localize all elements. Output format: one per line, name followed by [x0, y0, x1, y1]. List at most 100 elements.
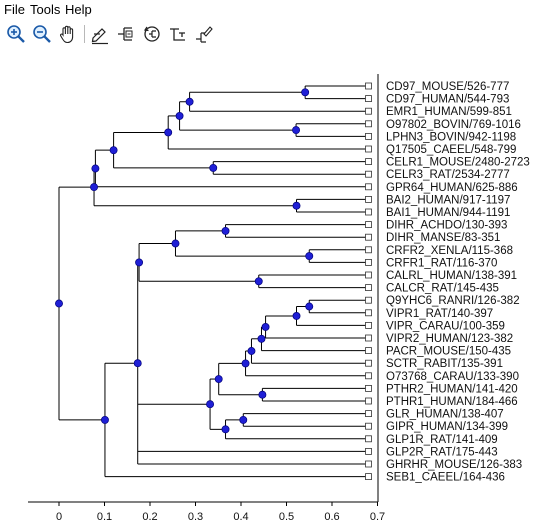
leaf-marker[interactable] [365, 460, 372, 468]
tree-node[interactable] [101, 415, 109, 424]
pan-hand-icon[interactable] [57, 23, 79, 45]
leaf-marker[interactable] [365, 221, 372, 229]
leaf-label[interactable]: BAI1_HUMAN/944-1191 [386, 207, 510, 219]
leaf-marker[interactable] [365, 397, 372, 405]
tree-view[interactable]: CD97_MOUSE/526-777 CD97_HUMAN/544-793 EMR1… [0, 48, 560, 529]
tree-node[interactable] [292, 126, 301, 135]
leaf-marker[interactable] [365, 309, 372, 317]
leaf-marker[interactable] [365, 95, 372, 102]
tree-node[interactable] [171, 239, 180, 248]
leaf-label[interactable]: CALCR_RAT/145-435 [386, 283, 499, 295]
highlight-branch-icon[interactable] [193, 23, 215, 45]
tree-node[interactable] [305, 302, 314, 311]
tree-node[interactable] [261, 323, 270, 331]
leaf-label[interactable]: DIHR_MANSE/83-351 [386, 232, 500, 244]
tree-node[interactable] [221, 425, 230, 434]
tree-node[interactable] [241, 359, 250, 368]
tree-node[interactable] [90, 183, 98, 192]
leaf-marker[interactable] [365, 422, 372, 430]
tree-node[interactable] [206, 400, 215, 409]
tree-node[interactable] [55, 299, 63, 308]
leaf-marker[interactable] [365, 271, 372, 279]
leaf-label[interactable]: GHRHR_MOUSE/126-383 [386, 459, 522, 471]
leaf-marker[interactable] [365, 296, 372, 304]
leaf-marker[interactable] [365, 258, 372, 266]
leaf-label[interactable]: BAI2_HUMAN/917-1197 [386, 194, 510, 206]
leaf-label[interactable]: PTHR1_HUMAN/184-466 [386, 396, 518, 408]
tree-node[interactable] [258, 390, 267, 399]
leaf-label[interactable]: SCTR_RABIT/135-391 [386, 358, 503, 370]
leaf-marker[interactable] [365, 107, 372, 115]
dendrogram[interactable]: CD97_MOUSE/526-777CD97_HUMAN/544-793EMR1… [0, 48, 560, 529]
leaf-marker[interactable] [365, 435, 372, 443]
leaf-marker[interactable] [365, 120, 372, 128]
leaf-marker[interactable] [365, 384, 372, 392]
leaf-label[interactable]: CRFR2_XENLA/115-368 [386, 245, 513, 257]
tree-node[interactable] [175, 111, 184, 120]
leaf-marker[interactable] [365, 145, 372, 153]
leaf-marker[interactable] [365, 158, 372, 165]
leaf-marker[interactable] [365, 473, 372, 481]
leaf-label[interactable]: GLR_HUMAN/138-407 [386, 409, 504, 421]
leaf-label[interactable]: VIPR_CARAU/100-359 [386, 320, 505, 332]
menu-tools[interactable]: Tools [30, 2, 61, 17]
tree-node[interactable] [254, 277, 263, 286]
edit-label-icon[interactable] [89, 23, 111, 45]
leaf-marker[interactable] [365, 133, 372, 140]
leaf-marker[interactable] [365, 321, 372, 329]
tree-node[interactable] [164, 128, 173, 137]
tree-node[interactable] [292, 312, 301, 320]
leaf-label[interactable]: EMR1_HUMAN/599-851 [386, 106, 512, 118]
leaf-marker[interactable] [365, 334, 372, 342]
leaf-label[interactable]: SEB1_CAEEL/164-436 [386, 472, 505, 484]
tree-node[interactable] [135, 258, 144, 267]
leaf-marker[interactable] [365, 284, 372, 292]
tree-node[interactable] [305, 252, 314, 261]
tree-node[interactable] [292, 201, 301, 210]
tree-node[interactable] [257, 334, 266, 343]
leaf-label[interactable]: CRFR1_RAT/116-370 [386, 257, 497, 269]
leaf-label[interactable]: GLP1R_RAT/141-409 [386, 434, 498, 446]
leaf-marker[interactable] [365, 82, 372, 90]
leaf-marker[interactable] [365, 359, 372, 367]
leaf-label[interactable]: CELR3_RAT/2534-2777 [386, 169, 510, 181]
tree-node[interactable] [214, 375, 223, 383]
leaf-marker[interactable] [365, 208, 372, 216]
collapse-branch-icon[interactable] [115, 23, 137, 45]
leaf-label[interactable]: GIPR_HUMAN/134-399 [386, 421, 508, 433]
leaf-label[interactable]: Q9YHC6_RANRI/126-382 [386, 295, 520, 307]
leaf-marker[interactable] [365, 447, 372, 455]
tree-node[interactable] [247, 347, 256, 355]
tree-node[interactable] [221, 226, 230, 235]
leaf-label[interactable]: LPHN3_BOVIN/942-1198 [386, 131, 516, 143]
leaf-marker[interactable] [365, 410, 372, 418]
leaf-label[interactable]: CELR1_MOUSE/2480-2723 [386, 157, 530, 169]
leaf-label[interactable]: CD97_MOUSE/526-777 [386, 81, 509, 93]
leaf-marker[interactable] [365, 347, 372, 355]
leaf-label[interactable]: DIHR_ACHDO/130-393 [386, 220, 507, 232]
tree-node[interactable] [91, 164, 100, 173]
zoom-in-icon[interactable] [5, 23, 27, 45]
leaf-label[interactable]: GLP2R_RAT/175-443 [386, 446, 498, 458]
leaf-marker[interactable] [365, 195, 372, 203]
leaf-label[interactable]: CALRL_HUMAN/138-391 [386, 270, 517, 282]
tree-node[interactable] [133, 359, 142, 368]
leaf-marker[interactable] [365, 233, 372, 241]
tree-node[interactable] [239, 415, 248, 424]
zoom-out-icon[interactable] [31, 23, 53, 45]
leaf-label[interactable]: PTHR2_HUMAN/141-420 [386, 383, 518, 395]
leaf-marker[interactable] [365, 246, 372, 254]
leaf-label[interactable]: CD97_HUMAN/544-793 [386, 94, 509, 106]
leaf-marker[interactable] [365, 183, 372, 191]
leaf-marker[interactable] [365, 170, 372, 178]
leaf-label[interactable]: O73768_CARAU/133-390 [386, 371, 519, 383]
leaf-label[interactable]: PACR_MOUSE/150-435 [386, 346, 511, 358]
swap-children-icon[interactable] [167, 23, 189, 45]
leaf-label[interactable]: Q17505_CAEEL/548-799 [386, 144, 516, 156]
leaf-label[interactable]: VIPR1_RAT/140-397 [386, 308, 493, 320]
menu-file[interactable]: File [4, 2, 25, 17]
reroot-icon[interactable] [141, 23, 163, 45]
tree-node[interactable] [109, 146, 118, 155]
tree-node[interactable] [301, 88, 310, 97]
tree-node[interactable] [209, 163, 218, 172]
